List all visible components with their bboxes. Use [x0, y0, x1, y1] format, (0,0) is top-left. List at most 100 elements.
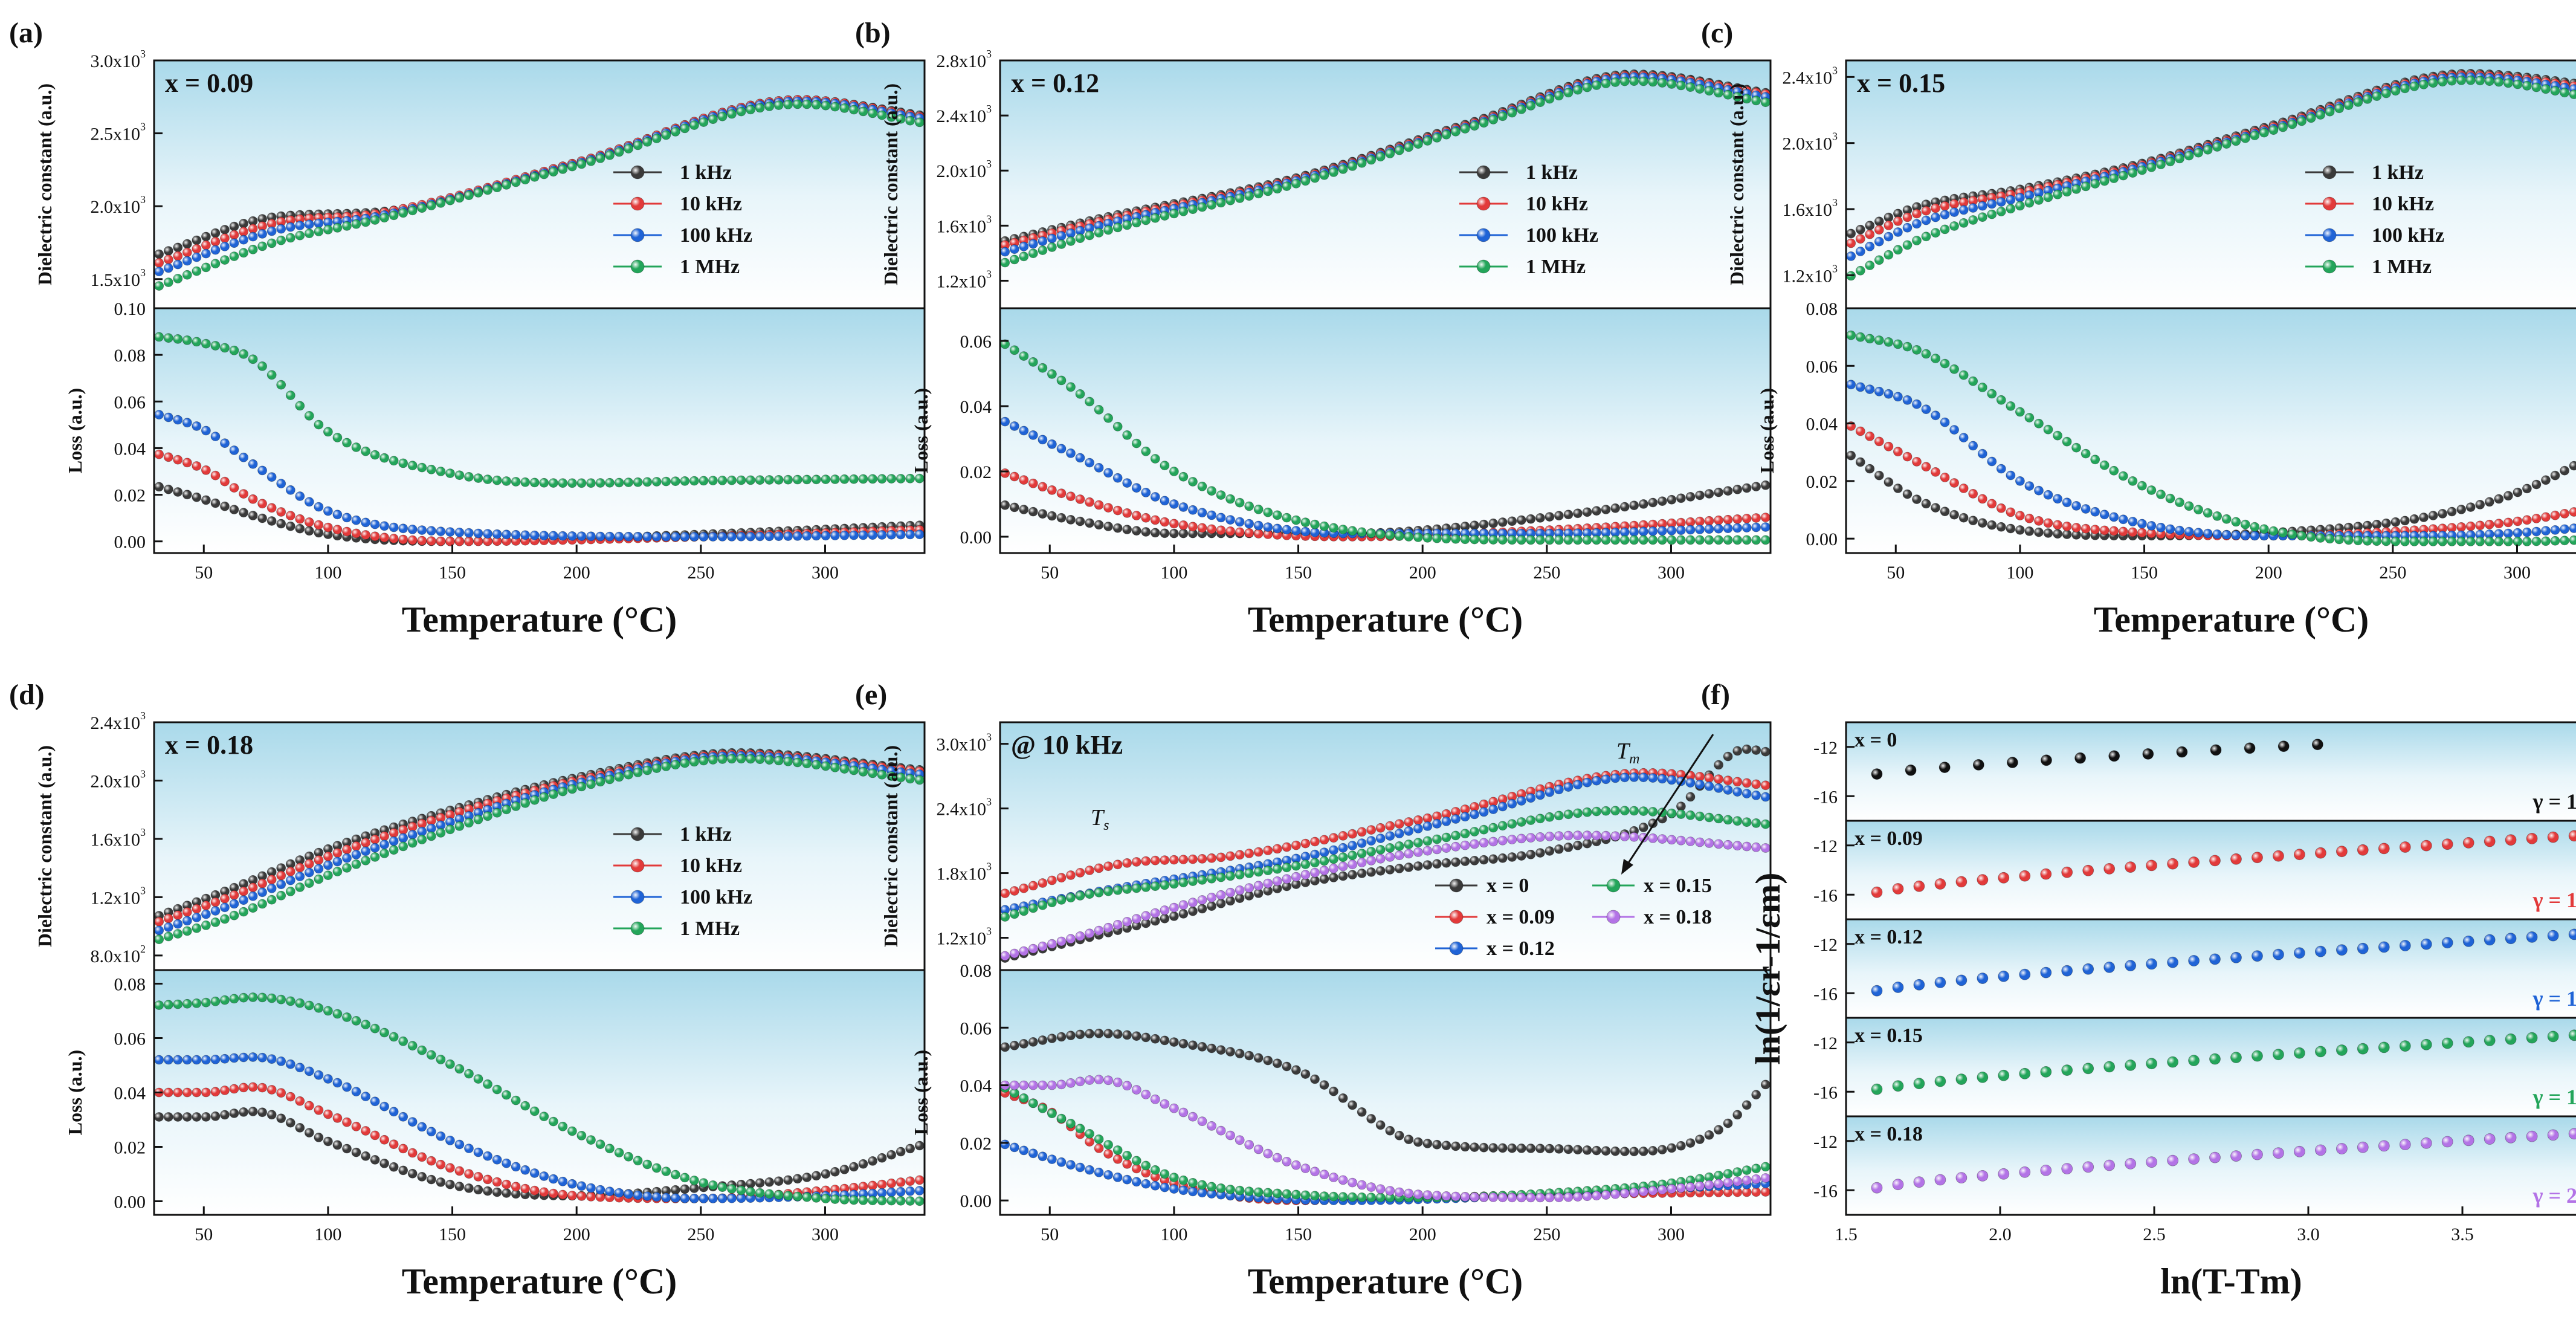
- composition-label: x = 0.15: [1857, 68, 1945, 98]
- data-point-gloss: [2466, 537, 2476, 546]
- data-point-gloss: [1103, 468, 1113, 477]
- data-point-gloss: [642, 532, 652, 542]
- data-point-gloss: [1076, 389, 1085, 399]
- data-point-gloss: [1874, 471, 1884, 481]
- x-tick-label: 200: [563, 563, 590, 583]
- x-tick-label: 100: [2006, 563, 2033, 583]
- data-point-gloss: [2541, 512, 2551, 522]
- data-point-gloss: [2466, 522, 2476, 531]
- data-point-gloss: [361, 517, 370, 527]
- data-point-gloss: [1884, 250, 1893, 260]
- data-point-gloss: [1931, 228, 1940, 238]
- data-point-gloss: [239, 349, 248, 359]
- data-point-gloss: [1028, 357, 1038, 367]
- data-point-gloss: [164, 277, 173, 287]
- y-tick-label-part: 3: [986, 158, 992, 170]
- data-point-gloss: [1517, 105, 1526, 114]
- data-point-gloss: [530, 477, 540, 487]
- data-point-gloss: [379, 849, 389, 858]
- data-point-gloss: [286, 887, 295, 896]
- data-point-gloss: [1874, 436, 1884, 446]
- data-point-gloss: [323, 506, 333, 516]
- data-point-gloss: [370, 520, 380, 529]
- data-point-gloss: [2175, 497, 2184, 507]
- data-point-gloss: [1169, 209, 1179, 218]
- data-point-gloss: [1254, 529, 1264, 539]
- data-point-gloss: [2522, 528, 2532, 537]
- data-point-gloss: [2184, 151, 2194, 161]
- data-point-gloss: [323, 1137, 333, 1146]
- data-point-gloss: [192, 924, 201, 933]
- data-point-gloss: [389, 828, 399, 838]
- data-point-gloss: [2081, 524, 2091, 534]
- data-point-gloss: [1884, 442, 1893, 451]
- y-tick-label: 0.06: [1806, 357, 1838, 377]
- y-tick-label-part: 1.6x10: [91, 830, 141, 850]
- data-point-gloss: [2429, 537, 2438, 546]
- data-point-gloss: [154, 934, 164, 944]
- data-point-gloss: [2344, 100, 2354, 110]
- y-tick-label: 0.08: [1806, 299, 1838, 319]
- data-point-gloss: [427, 526, 436, 536]
- data-point-gloss: [2193, 148, 2203, 158]
- data-point-gloss: [389, 836, 399, 846]
- data-point-gloss: [1987, 199, 1997, 209]
- data-point-gloss: [314, 1133, 323, 1142]
- data-point-gloss: [2551, 511, 2560, 520]
- data-point-gloss: [2447, 537, 2457, 546]
- data-point-gloss: [2053, 529, 2062, 539]
- data-point-gloss: [1178, 520, 1188, 530]
- data-point-gloss: [2053, 190, 2062, 199]
- data-point-gloss: [276, 507, 286, 517]
- y-tick-label: 0.02: [960, 462, 992, 482]
- data-point-gloss: [915, 529, 925, 539]
- data-point-gloss: [1732, 485, 1742, 494]
- data-point-gloss: [427, 831, 436, 841]
- data-point-gloss: [257, 879, 267, 888]
- data-point-gloss: [2400, 537, 2410, 546]
- y-tick-label-part: 1.6x10: [937, 216, 987, 236]
- data-point-gloss: [1922, 462, 1931, 471]
- data-point-gloss: [802, 531, 812, 541]
- legend-marker-gloss: [1477, 166, 1490, 179]
- data-point-gloss: [1997, 464, 2006, 474]
- data-point-gloss: [1019, 351, 1028, 361]
- data-point-gloss: [201, 262, 211, 272]
- data-point-gloss: [1695, 84, 1705, 94]
- data-point-gloss: [1169, 499, 1179, 509]
- data-point-gloss: [1573, 535, 1583, 545]
- data-point-gloss: [1968, 203, 1978, 213]
- data-point-gloss: [1282, 181, 1291, 191]
- data-point-gloss: [859, 106, 868, 116]
- data-point-gloss: [314, 218, 323, 228]
- data-point-gloss: [1517, 516, 1526, 525]
- data-point-gloss: [1132, 511, 1141, 520]
- data-point-gloss: [502, 529, 511, 539]
- data-point-gloss: [859, 1159, 868, 1169]
- data-point-gloss: [1357, 158, 1367, 168]
- data-point-gloss: [2166, 494, 2175, 503]
- data-point-gloss: [276, 1113, 286, 1123]
- data-point-gloss: [1244, 502, 1254, 511]
- data-point-gloss: [1207, 486, 1216, 496]
- data-point-gloss: [314, 520, 323, 529]
- data-point-gloss: [267, 370, 277, 380]
- data-point-gloss: [840, 531, 849, 540]
- data-point-gloss: [2429, 78, 2438, 88]
- data-point-gloss: [511, 530, 521, 540]
- data-point-gloss: [1103, 503, 1113, 513]
- data-point-gloss: [812, 474, 821, 484]
- data-point-gloss: [1639, 535, 1648, 545]
- data-point-gloss: [332, 848, 342, 858]
- data-point-gloss: [230, 911, 239, 921]
- data-point-gloss: [539, 531, 549, 540]
- data-point-gloss: [520, 530, 530, 540]
- data-point-gloss: [2053, 431, 2062, 441]
- data-point-gloss: [1132, 218, 1141, 227]
- data-point-gloss: [267, 472, 277, 482]
- data-point-gloss: [520, 175, 530, 184]
- data-point-gloss: [314, 528, 323, 537]
- data-point-gloss: [1451, 127, 1461, 137]
- data-point-gloss: [342, 863, 352, 873]
- x-tick-label: 250: [1533, 563, 1560, 583]
